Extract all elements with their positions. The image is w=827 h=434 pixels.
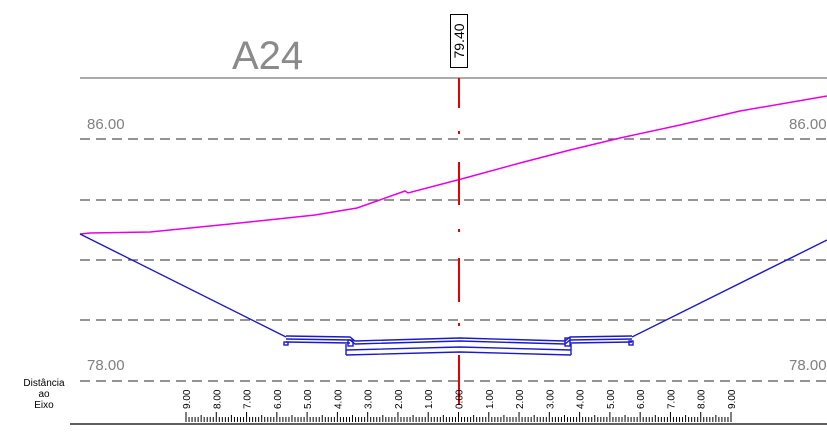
ruler-tick-label: 9.00 bbox=[727, 389, 738, 409]
ruler-tick-label: 0.00 bbox=[455, 389, 466, 409]
distance-label-line3: Eixo bbox=[34, 400, 54, 411]
ruler-tick-label: 9.00 bbox=[182, 389, 193, 409]
ruler-tick-label: 6.00 bbox=[636, 389, 647, 409]
axis-station-label: 79.40 bbox=[451, 23, 467, 59]
elevation-label-bottom-right: 78.00 bbox=[789, 357, 827, 374]
pavement-layer-3-right bbox=[569, 341, 633, 344]
distance-axis-label: Distância ao Eixo bbox=[18, 378, 70, 411]
distance-ruler: 9.00 8.00 7.00 6.00 5.00 4.00 3.00 2.00 1.00 0.00… bbox=[182, 389, 738, 422]
pavement-base-line bbox=[345, 346, 572, 351]
ruler-tick-label: 5.00 bbox=[303, 389, 314, 409]
distance-label-line2: ao bbox=[38, 389, 50, 400]
ruler-tick-label: 1.00 bbox=[485, 389, 496, 409]
ruler-tick-label: 8.00 bbox=[697, 389, 708, 409]
axis-station-box: 79.40 bbox=[450, 14, 468, 68]
elevation-label-top-right: 86.00 bbox=[789, 116, 827, 133]
elevation-label-bottom-left: 78.00 bbox=[87, 357, 125, 374]
pavement-top-line bbox=[285, 335, 633, 342]
ruler-tick-label: 7.00 bbox=[666, 389, 677, 409]
ruler-tick-label: 1.00 bbox=[424, 389, 435, 409]
left-inner-marker bbox=[347, 339, 354, 347]
section-title: A24 bbox=[232, 34, 304, 78]
ruler-tick-label: 6.00 bbox=[273, 389, 284, 409]
ruler-tick-label: 2.00 bbox=[515, 389, 526, 409]
ruler-tick-label: 4.00 bbox=[576, 389, 587, 409]
design-section bbox=[79, 233, 827, 356]
pavement-subbase-line bbox=[345, 351, 572, 356]
ruler-tick-label: 3.00 bbox=[545, 389, 556, 409]
ruler-tick-label: 2.00 bbox=[394, 389, 405, 409]
right-slope-line bbox=[631, 239, 827, 338]
pavement-layer-3 bbox=[285, 341, 351, 344]
terrain-profile-line bbox=[79, 95, 827, 235]
ruler-tick-label: 3.00 bbox=[364, 389, 375, 409]
left-edge-marker bbox=[283, 341, 289, 346]
ruler-tick-label: 7.00 bbox=[243, 389, 254, 409]
ruler-tick-label: 5.00 bbox=[606, 389, 617, 409]
right-edge-marker bbox=[628, 340, 634, 346]
elevation-gridlines bbox=[80, 138, 827, 382]
right-inner-marker bbox=[564, 337, 571, 347]
distance-label-line1: Distância bbox=[23, 378, 65, 389]
elevation-label-top-left: 86.00 bbox=[87, 116, 125, 133]
ruler-tick-label: 8.00 bbox=[212, 389, 223, 409]
left-slope-line bbox=[79, 233, 287, 338]
ruler-tick-label: 4.00 bbox=[333, 389, 344, 409]
